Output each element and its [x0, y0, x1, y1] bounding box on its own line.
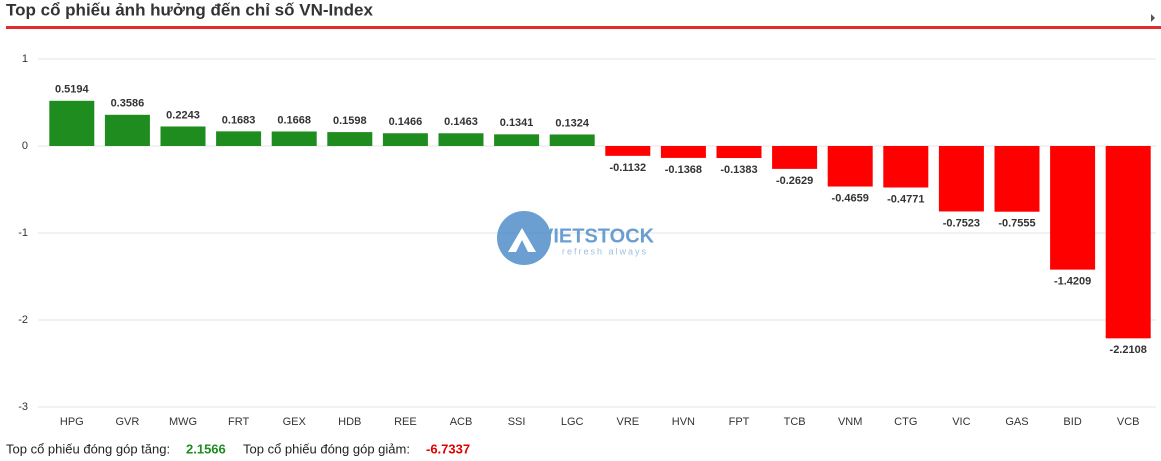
value-label: 0.1324 [555, 117, 590, 129]
value-label: 0.1598 [333, 115, 367, 127]
bar [104, 114, 150, 146]
bar [772, 146, 818, 169]
x-tick-label: CTG [894, 416, 917, 428]
footer-down-value: -6.7337 [426, 441, 470, 456]
value-label: 0.5194 [55, 84, 90, 96]
chart-title: Top cổ phiếu ảnh hưởng đến chỉ số VN-Ind… [6, 0, 373, 19]
x-tick-label: HPG [60, 416, 84, 428]
x-tick-label: HDB [338, 416, 361, 428]
x-tick-label: FRT [228, 416, 249, 428]
value-label: 0.1463 [444, 116, 478, 128]
value-label: -2.2108 [1110, 344, 1147, 356]
bar [549, 134, 595, 146]
value-label: 0.1683 [222, 114, 256, 126]
bar [1105, 146, 1151, 339]
value-label: -0.1132 [609, 162, 646, 174]
bar [1050, 146, 1096, 270]
value-label: -0.2629 [776, 175, 813, 187]
watermark-subtitle: refresh always [562, 246, 648, 256]
x-tick-label: GVR [115, 416, 139, 428]
x-tick-label: VCB [1117, 416, 1140, 428]
value-label: -0.7555 [998, 218, 1035, 230]
value-label: 0.2243 [166, 109, 200, 121]
title-rule [6, 26, 1161, 29]
x-tick-label: VNM [838, 416, 862, 428]
footer-up-value: 2.1566 [186, 441, 226, 456]
x-tick-label: LGC [561, 416, 584, 428]
x-tick-label: ACB [450, 416, 473, 428]
x-tick-label: HVN [672, 416, 695, 428]
footer-up-label: Top cổ phiếu đóng góp tăng: [6, 441, 170, 456]
bar [160, 126, 206, 146]
expand-arrow[interactable] [1151, 14, 1155, 22]
bar [605, 146, 651, 156]
bar [494, 134, 540, 146]
x-tick-label: BID [1063, 416, 1081, 428]
bar [938, 146, 984, 212]
value-label: -0.1368 [665, 164, 702, 176]
bar [382, 133, 428, 146]
value-label: 0.1668 [277, 114, 311, 126]
y-tick-label: 0 [22, 140, 28, 152]
value-label: -0.4659 [832, 192, 869, 204]
watermark: VIETSTOCK refresh always [497, 211, 655, 265]
bar [827, 146, 873, 187]
bar [49, 100, 95, 146]
value-label: 0.1341 [500, 117, 534, 129]
value-label: 0.1466 [389, 116, 423, 128]
y-tick-label: -2 [18, 314, 28, 326]
bar [716, 146, 762, 159]
x-tick-label: MWG [169, 416, 197, 428]
x-tick-label: VIC [952, 416, 970, 428]
x-tick-label: VRE [616, 416, 639, 428]
bar [216, 131, 262, 146]
value-label: -0.4771 [887, 193, 924, 205]
x-tick-label: REE [394, 416, 417, 428]
x-tick-label: TCB [784, 416, 806, 428]
value-label: 0.3586 [111, 98, 145, 110]
x-tick-label: GAS [1005, 416, 1028, 428]
value-label: -1.4209 [1054, 276, 1091, 288]
bar [994, 146, 1040, 212]
bar [883, 146, 929, 188]
x-tick-label: SSI [508, 416, 526, 428]
watermark-arrow [508, 228, 536, 252]
bar [271, 131, 317, 146]
x-tick-label: FPT [729, 416, 750, 428]
bar [327, 132, 373, 146]
y-tick-label: -1 [18, 227, 28, 239]
watermark-text: VIETSTOCK [540, 225, 655, 247]
bar [438, 133, 484, 146]
y-tick-label: -3 [18, 401, 28, 413]
y-tick-label: 1 [22, 53, 28, 65]
value-label: -0.1383 [720, 164, 757, 176]
bar [660, 146, 706, 158]
x-tick-label: GEX [283, 416, 307, 428]
value-label: -0.7523 [943, 217, 980, 229]
footer-down-label: Top cổ phiếu đóng góp giảm: [243, 441, 410, 456]
